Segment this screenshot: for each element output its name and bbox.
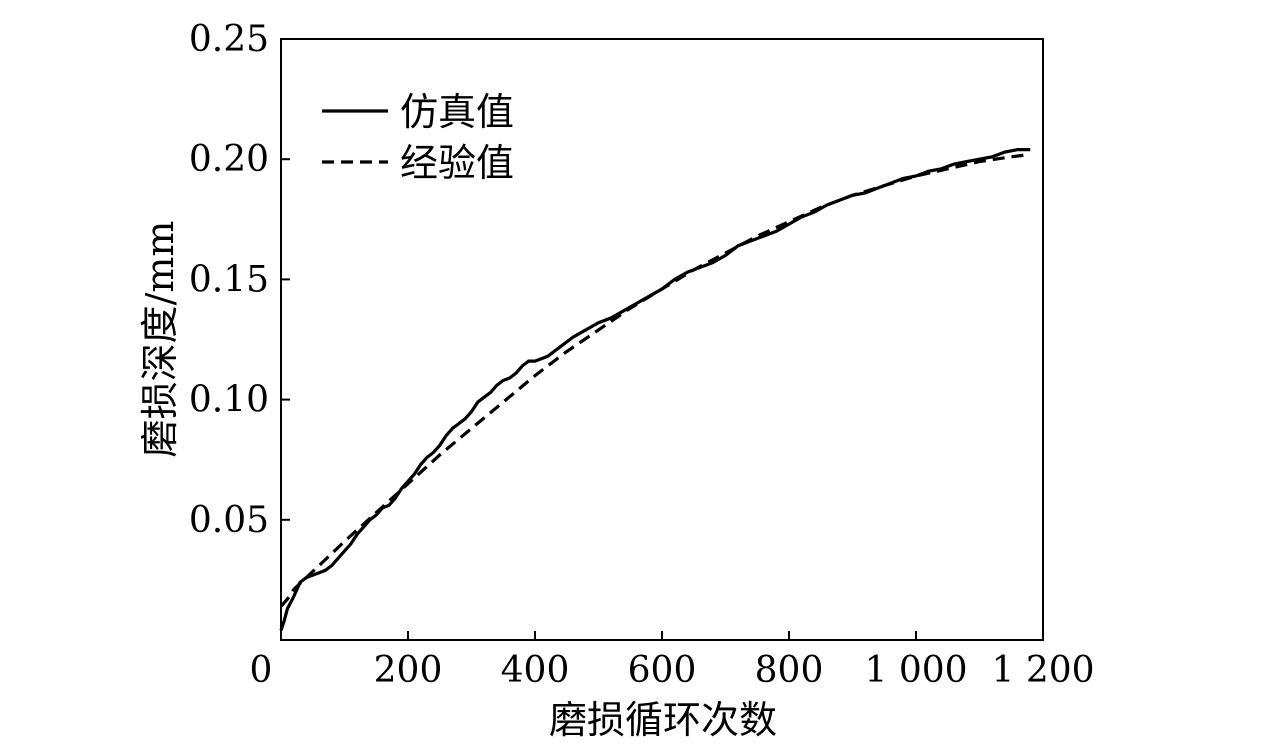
x-tick-label: 400	[501, 650, 570, 691]
y-tick-label: 0.15	[189, 259, 269, 300]
legend-label-empirical: 经验值	[400, 141, 514, 185]
x-tick-label: 1 000	[864, 650, 967, 691]
series-line-empirical	[279, 152, 1031, 608]
y-tick-label: 0.10	[189, 380, 269, 421]
x-tick-label: 200	[374, 650, 443, 691]
x-axis-label: 磨损循环次数	[549, 698, 777, 742]
y-axis-label: 磨损深度/mm	[138, 221, 182, 458]
y-tick-label: 0.20	[189, 139, 269, 180]
y-tick-label: 0.05	[189, 500, 269, 541]
x-tick-label: 800	[755, 650, 824, 691]
plot-frame	[280, 38, 1044, 641]
plot-area	[279, 148, 1031, 631]
legend: 仿真值 经验值	[322, 90, 514, 185]
x-tick-label: 0	[250, 650, 273, 691]
x-tick-label: 1 200	[991, 650, 1094, 691]
series-line-simulated	[279, 148, 1031, 631]
y-tick-label: 0.25	[189, 19, 269, 60]
y-axis: 0.05 0.10 0.15 0.20 0.25	[189, 19, 290, 541]
x-axis: 0 200 400 600 800 1 000 1 200	[250, 631, 1095, 691]
legend-label-simulated: 仿真值	[400, 90, 514, 134]
x-tick-label: 600	[628, 650, 697, 691]
